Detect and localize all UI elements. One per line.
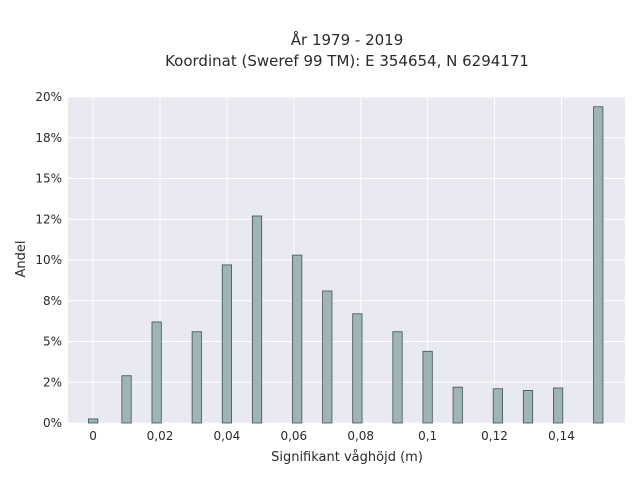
tick-labels: 0 0,02 0,04 0,06 0,08 0,1 0,12 0,14 0% 2% 5% 8% 10% 1… [35, 90, 574, 443]
x-tick-label: 0,02 [147, 429, 174, 443]
histogram-bar [392, 331, 403, 424]
y-tick-label: 12% [35, 212, 62, 226]
y-tick-label: 2% [43, 375, 62, 389]
histogram-bar [492, 388, 503, 424]
y-tick-label: 18% [35, 131, 62, 145]
histogram-bar [292, 254, 303, 424]
y-tick-label: 0% [43, 416, 62, 430]
histogram-bar [352, 313, 363, 424]
histogram-bar [422, 350, 433, 424]
chart-title-line2: Koordinat (Sweref 99 TM): E 354654, N 62… [165, 52, 529, 70]
x-tick-label: 0 [89, 429, 97, 443]
x-tick-label: 0,12 [481, 429, 508, 443]
histogram-bar [322, 290, 333, 424]
y-axis-label: Andel [14, 241, 29, 278]
y-tick-label: 15% [35, 172, 62, 186]
histogram-bar [88, 418, 99, 424]
histogram-bar [522, 389, 534, 424]
y-tick-label: 8% [43, 294, 62, 308]
x-tick-label: 0,14 [548, 429, 575, 443]
histogram-bar [593, 106, 604, 424]
histogram-bar [251, 215, 263, 424]
x-tick-label: 0,06 [280, 429, 307, 443]
x-tick-label: 0,1 [418, 429, 437, 443]
y-tick-label: 5% [43, 335, 62, 349]
bars [88, 106, 604, 424]
x-tick-label: 0,08 [347, 429, 374, 443]
x-tick-label: 0,04 [214, 429, 241, 443]
histogram-bar [191, 331, 202, 424]
chart-title-line1: År 1979 - 2019 [291, 30, 404, 49]
histogram-bar [221, 264, 232, 424]
y-tick-label: 20% [35, 90, 62, 104]
histogram-bar [121, 375, 132, 424]
histogram-bar [553, 387, 564, 424]
y-tick-label: 10% [35, 253, 62, 267]
histogram-bar [151, 321, 162, 424]
histogram-bar [452, 386, 463, 424]
x-axis-label: Signifikant våghöjd (m) [271, 450, 423, 465]
